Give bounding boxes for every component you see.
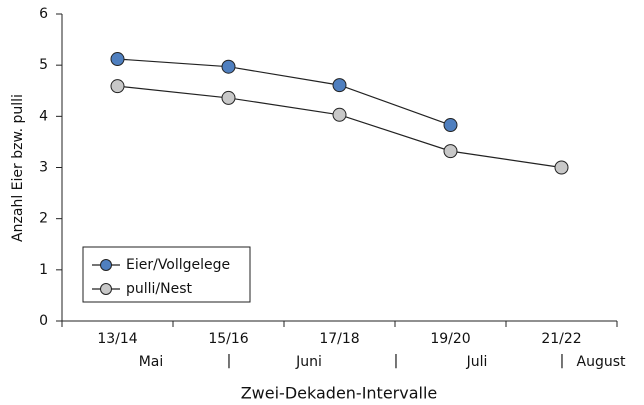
x-axis-label: Zwei-Dekaden-Intervalle (241, 384, 438, 403)
y-tick-label: 6 (39, 6, 48, 22)
data-point (110, 79, 125, 94)
month-label: Mai (139, 354, 164, 370)
y-tick-label: 4 (39, 108, 48, 124)
legend-label: pulli/Nest (126, 281, 193, 297)
x-tick-label: 21/22 (541, 331, 581, 347)
data-point (221, 59, 236, 74)
data-point (110, 52, 125, 67)
x-tick-label: 17/18 (319, 331, 359, 347)
legend-marker (100, 283, 112, 295)
data-point (221, 90, 236, 105)
data-point (443, 118, 458, 133)
y-tick-label: 2 (39, 211, 48, 227)
series-line (117, 85, 562, 169)
month-separator: | (560, 353, 565, 369)
month-separator: | (227, 353, 232, 369)
x-tick-label: 13/14 (97, 331, 137, 347)
legend-marker (100, 259, 112, 271)
y-axis-label: Anzahl Eier bzw. pulli (10, 94, 26, 242)
month-label: Juli (466, 354, 488, 370)
x-tick-label: 15/16 (208, 331, 248, 347)
legend-box (82, 246, 251, 303)
series-line (117, 58, 451, 126)
month-separator: | (394, 353, 399, 369)
month-label: Juni (295, 354, 322, 370)
x-tick-label: 19/20 (430, 331, 470, 347)
data-point (332, 107, 347, 122)
month-label: August (577, 354, 627, 370)
y-tick-label: 1 (39, 262, 48, 278)
data-point (554, 160, 569, 175)
legend-label: Eier/Vollgelege (126, 257, 230, 273)
y-tick-label: 3 (39, 160, 48, 176)
y-tick-label: 0 (39, 313, 48, 329)
y-tick-label: 5 (39, 57, 48, 73)
data-point (443, 144, 458, 159)
data-point (332, 78, 347, 93)
